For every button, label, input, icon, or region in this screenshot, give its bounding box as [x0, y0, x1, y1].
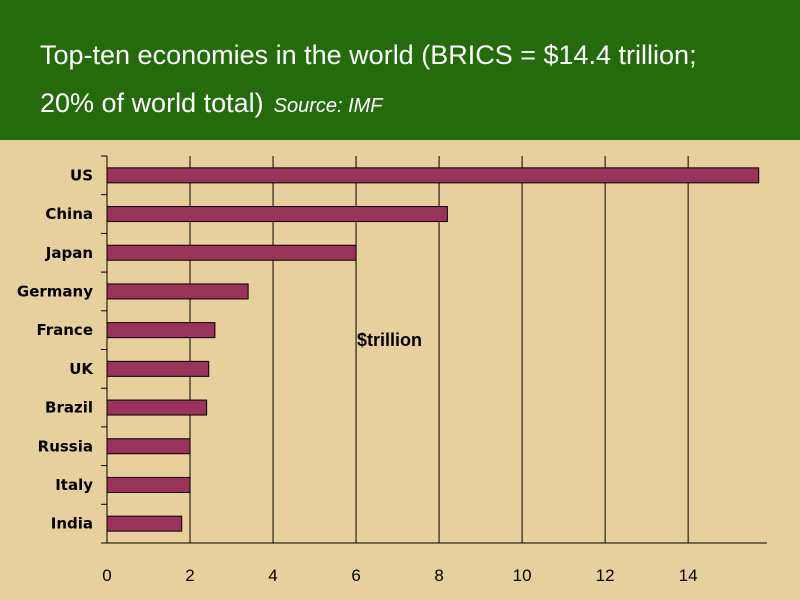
bar-russia	[106, 438, 191, 455]
category-label-us: US	[70, 166, 93, 184]
category-label-germany: Germany	[17, 282, 93, 300]
x-tick-label-8: 8	[434, 566, 443, 585]
category-label-japan: Japan	[45, 244, 93, 262]
category-label-russia: Russia	[38, 437, 93, 455]
bar-us	[106, 167, 760, 184]
chart-source: Source: IMF	[273, 95, 383, 117]
bars	[106, 167, 760, 532]
chart-title-line-2: 20% of world total) Source: IMF	[40, 88, 383, 119]
bar-japan	[106, 244, 357, 261]
bar-brazil	[106, 399, 208, 416]
chart-title-line-2-text: 20% of world total)	[40, 88, 264, 118]
category-label-brazil: Brazil	[45, 399, 93, 417]
bar-uk	[106, 360, 210, 377]
bar-india	[106, 515, 183, 532]
category-label-india: India	[51, 515, 93, 533]
x-tick-label-2: 2	[185, 566, 194, 585]
x-tick-label-14: 14	[679, 566, 698, 585]
category-label-france: France	[36, 321, 93, 339]
x-tick-label-6: 6	[351, 566, 360, 585]
x-tick-label-4: 4	[268, 566, 277, 585]
bar-china	[106, 206, 448, 223]
chart-title-line-1: Top-ten economies in the world (BRICS = …	[40, 40, 697, 70]
bar-italy	[106, 476, 191, 493]
bar-germany	[106, 283, 249, 300]
bar-france	[106, 322, 216, 339]
x-tick-label-0: 0	[102, 566, 111, 585]
category-labels: US China Japan Germany France UK Brazil Russia I…	[17, 166, 94, 532]
category-label-china: China	[45, 205, 93, 223]
category-label-italy: Italy	[55, 476, 93, 494]
unit-annotation: $trillion	[357, 330, 422, 350]
category-label-uk: UK	[69, 360, 94, 378]
tick-labels: 0 2 4 6 8 10 12 14	[102, 566, 697, 585]
axes	[101, 155, 767, 544]
x-tick-label-10: 10	[513, 566, 532, 585]
x-tick-label-12: 12	[596, 566, 615, 585]
title-banner: Top-ten economies in the world (BRICS = …	[0, 0, 800, 140]
bar-chart: US China Japan Germany France UK Brazil Russia I…	[17, 155, 767, 585]
